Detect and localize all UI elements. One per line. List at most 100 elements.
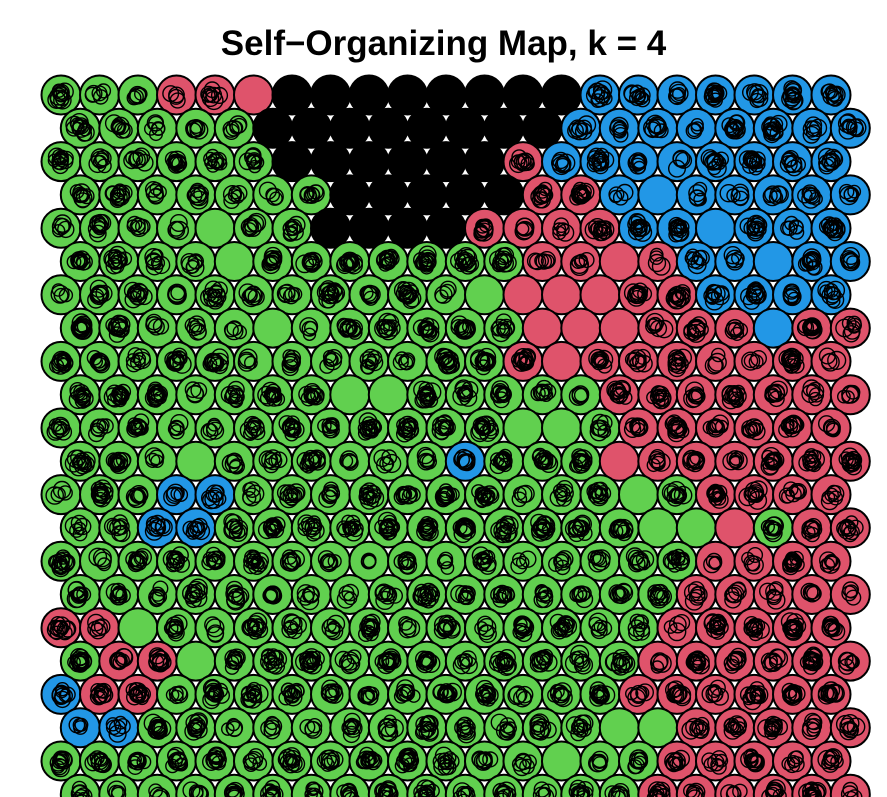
data-point-mark [788,219,804,235]
data-point-mark [112,188,130,206]
data-point-mark [710,286,730,306]
data-point-mark [630,213,646,230]
data-point-mark [797,187,813,204]
som-node [367,307,409,349]
som-node-circle [810,74,852,116]
data-point-mark [170,285,186,301]
data-point-mark [626,351,645,370]
data-point-mark [655,392,669,407]
data-point-mark [788,357,805,374]
data-point-mark [762,121,779,138]
som-node [772,207,813,249]
data-point-mark [168,354,185,370]
data-point-mark [303,187,321,204]
som-node [175,307,217,349]
data-point-mark [186,385,205,404]
data-point-mark [732,322,749,338]
data-point-mark [243,355,258,370]
data-point-mark [47,153,62,168]
data-point-mark [299,187,314,201]
data-point-mark [514,350,535,371]
data-point-mark [732,190,749,207]
chart-title: Self−Organizing Map, k = 4 [220,24,667,63]
som-node [425,340,467,382]
data-point-mark [594,349,614,369]
data-point-mark [107,248,123,264]
som-node [656,207,698,249]
data-point-mark [764,387,780,404]
som-node [156,274,197,316]
data-point-mark [593,86,611,104]
data-point-mark [574,187,588,201]
data-point-mark [801,253,818,270]
som-node [290,174,332,216]
data-point-mark [282,220,299,237]
som-node [560,107,602,149]
som-node [348,340,390,382]
data-point-mark [805,124,823,141]
som-node [714,174,756,216]
som-node [829,374,871,416]
som-node [136,241,178,282]
data-point-mark [188,315,206,333]
data-point-mark [796,319,815,337]
data-point-mark [52,420,67,435]
data-point-mark [204,90,224,111]
data-point-mark [590,93,606,109]
data-point-mark [257,385,276,405]
data-point-mark [784,215,800,231]
data-point-mark [629,222,644,236]
data-point-mark [78,188,95,205]
som-node-circle [829,307,871,349]
data-point-mark [49,87,68,106]
data-point-mark [515,217,534,236]
data-point-mark [224,321,244,341]
som-node [714,374,756,416]
data-point-mark [225,119,243,137]
data-point-mark [437,353,458,374]
data-point-mark [93,218,109,233]
data-point-mark [608,186,625,203]
data-point-mark [457,253,474,270]
data-point-mark [823,286,842,304]
som-node [598,374,640,416]
data-point-mark [268,250,283,265]
data-point-mark [672,86,687,101]
data-point-mark [788,224,805,240]
data-point-mark [65,115,84,134]
data-point-mark [632,88,647,103]
som-node [483,374,525,416]
som-node [502,141,544,183]
data-point-mark [347,324,363,340]
data-point-mark [360,284,380,304]
data-point-mark [205,148,220,163]
som-node [541,207,582,249]
som-node [329,241,371,282]
som-node [117,340,159,382]
som-node [59,174,101,216]
data-point-mark [130,287,146,303]
data-point-mark [612,387,629,403]
data-point-mark [299,186,317,204]
som-node [464,207,505,249]
data-point-mark [420,251,436,268]
data-point-mark [282,352,301,372]
data-point-mark [422,325,437,339]
data-point-mark [838,120,858,140]
som-node [79,340,120,382]
data-point-mark [586,157,602,173]
data-point-mark [172,354,192,374]
data-point-mark [110,120,126,136]
data-point-mark [173,351,188,366]
data-point-mark [56,352,72,369]
data-point-mark [242,288,258,304]
data-point-mark [706,152,725,171]
data-point-mark [567,122,584,140]
som-node [213,107,255,149]
data-point-mark [147,188,164,205]
data-point-mark [74,387,92,404]
data-point-mark [739,217,757,235]
data-point-mark [635,354,653,373]
data-point-mark [456,318,475,338]
data-point-mark [780,349,801,369]
